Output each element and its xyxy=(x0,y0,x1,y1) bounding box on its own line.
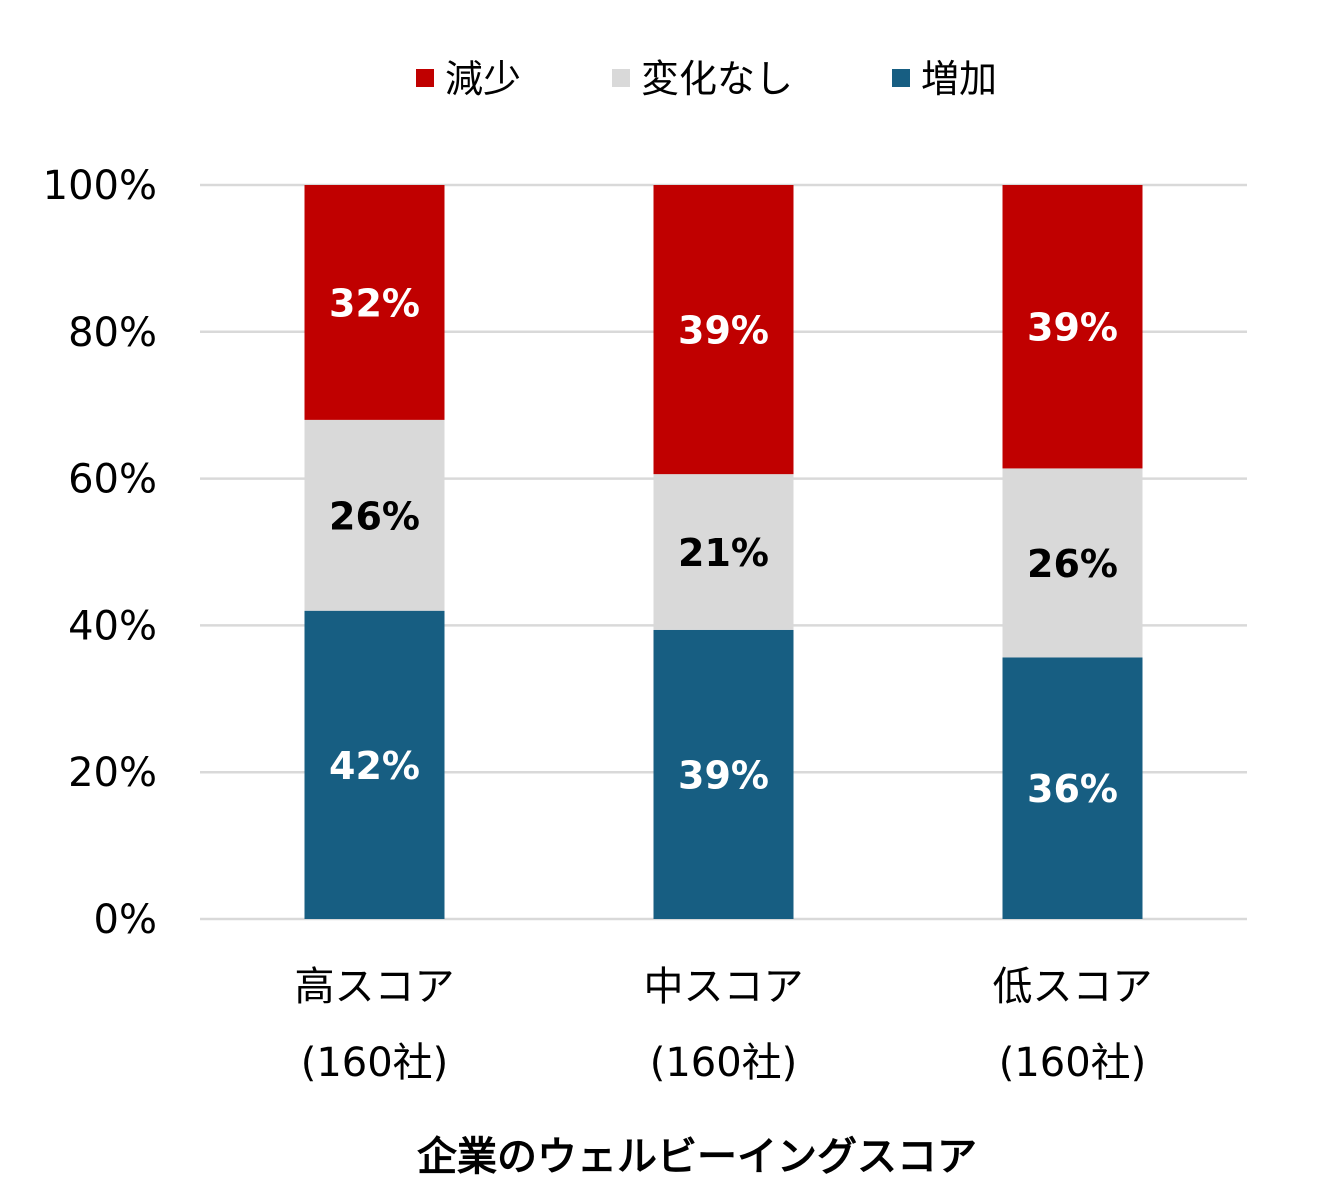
x-axis-title: 企業のウェルビーイングスコア xyxy=(417,1134,977,1180)
bar-segment xyxy=(1002,657,1143,919)
data-label: 36% xyxy=(1027,767,1118,811)
data-label: 26% xyxy=(1027,542,1118,586)
legend-label: 変化なし xyxy=(641,57,793,101)
y-axis-ticks: 0% 20% 40% 60% 80% 100% xyxy=(43,163,157,943)
y-tick-label: 20% xyxy=(68,750,157,796)
bar-segment xyxy=(653,185,794,475)
data-label: 39% xyxy=(678,753,769,797)
legend-swatch xyxy=(612,69,630,87)
x-tick-label: 低スコア xyxy=(993,964,1153,1010)
x-axis-ticks: 高スコア (160社) 中スコア (160社) 低スコア (160社) xyxy=(295,964,1153,1086)
y-tick-label: 40% xyxy=(68,603,157,649)
bar-segment xyxy=(653,474,794,630)
bar-segment xyxy=(304,185,445,420)
bar-segment xyxy=(304,610,445,919)
y-tick-label: 60% xyxy=(68,457,157,503)
data-label: 39% xyxy=(678,309,769,353)
bar-segment xyxy=(1002,468,1143,658)
legend-label: 減少 xyxy=(445,57,521,101)
x-tick-sublabel: (160社) xyxy=(650,1040,798,1086)
bar-segment xyxy=(304,419,445,611)
y-tick-label: 80% xyxy=(68,310,157,356)
legend-swatch xyxy=(892,69,910,87)
bars: 42% 26% 32% 39% 21% 39% 36% 26% 39% xyxy=(304,185,1143,919)
y-tick-label: 100% xyxy=(43,163,157,209)
data-label: 21% xyxy=(678,531,769,575)
legend-swatch xyxy=(416,69,434,87)
data-label: 26% xyxy=(329,494,420,538)
data-label: 39% xyxy=(1027,306,1118,350)
legend: 減少 変化なし 増加 xyxy=(416,57,997,101)
y-tick-label: 0% xyxy=(94,897,157,943)
x-tick-label: 中スコア xyxy=(644,964,804,1010)
x-tick-sublabel: (160社) xyxy=(999,1040,1147,1086)
x-tick-sublabel: (160社) xyxy=(301,1040,449,1086)
legend-label: 増加 xyxy=(921,57,997,101)
data-label: 42% xyxy=(329,744,420,788)
bar-segment xyxy=(1002,185,1143,469)
x-tick-label: 高スコア xyxy=(295,964,455,1010)
data-label: 32% xyxy=(329,281,420,325)
bar-segment xyxy=(653,629,794,919)
